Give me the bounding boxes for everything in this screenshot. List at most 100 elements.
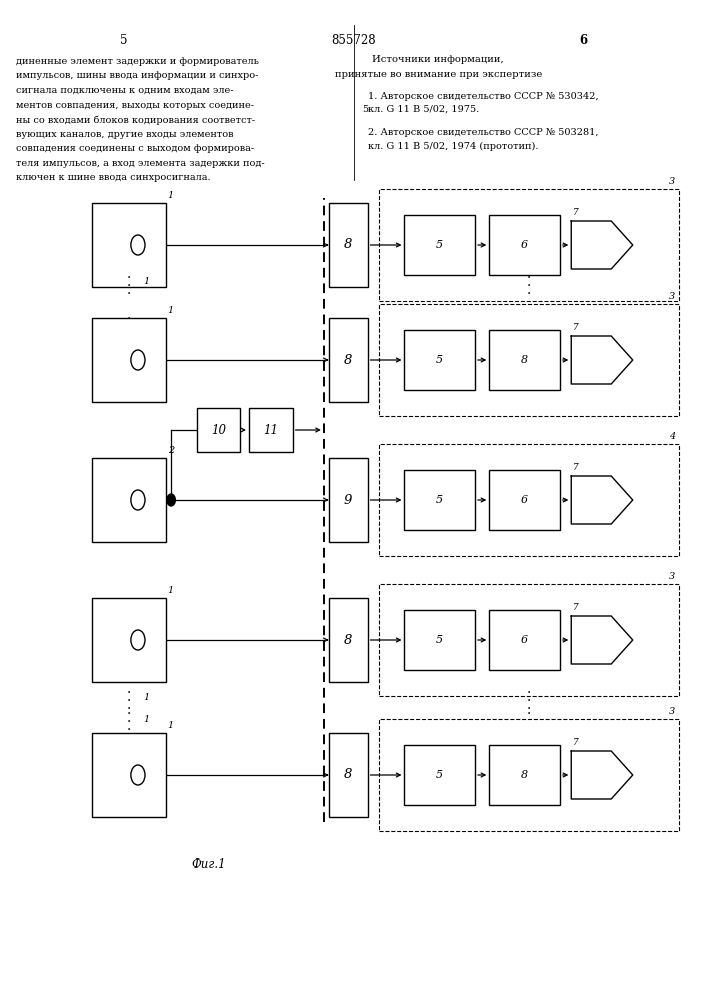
FancyBboxPatch shape — [404, 470, 475, 530]
Text: кл. G 11 В 5/02, 1975.: кл. G 11 В 5/02, 1975. — [368, 105, 479, 114]
Text: 2. Авторское свидетельство СССР № 503281,: 2. Авторское свидетельство СССР № 503281… — [368, 128, 598, 137]
FancyBboxPatch shape — [329, 458, 368, 542]
FancyBboxPatch shape — [197, 408, 240, 452]
Text: .: . — [127, 267, 132, 281]
FancyBboxPatch shape — [329, 203, 368, 287]
FancyBboxPatch shape — [379, 304, 679, 416]
FancyBboxPatch shape — [489, 610, 560, 670]
Text: 1: 1 — [168, 191, 174, 200]
Text: 5: 5 — [362, 105, 368, 114]
Text: 9: 9 — [344, 493, 352, 506]
Text: .: . — [127, 711, 132, 725]
Text: .: . — [527, 316, 531, 330]
Text: 7: 7 — [573, 738, 578, 747]
Text: 1. Авторское свидетельство СССР № 530342,: 1. Авторское свидетельство СССР № 530342… — [368, 92, 598, 101]
Text: Источники информации,: Источники информации, — [373, 55, 504, 64]
FancyBboxPatch shape — [329, 318, 368, 402]
Text: 1: 1 — [143, 716, 149, 724]
Text: .: . — [127, 316, 132, 330]
Text: 1: 1 — [143, 277, 149, 286]
Text: 5: 5 — [436, 240, 443, 250]
Text: 10: 10 — [211, 424, 226, 436]
Text: 8: 8 — [344, 238, 352, 251]
Text: 5: 5 — [436, 770, 443, 780]
Text: 1: 1 — [143, 692, 149, 702]
Text: 8: 8 — [344, 768, 352, 782]
Text: .: . — [127, 308, 132, 322]
Text: .: . — [127, 324, 132, 338]
Text: .: . — [127, 690, 132, 704]
Text: кл. G 11 В 5/02, 1974 (прототип).: кл. G 11 В 5/02, 1974 (прототип). — [368, 142, 538, 151]
Text: .: . — [527, 324, 531, 338]
Text: .: . — [127, 719, 132, 733]
FancyBboxPatch shape — [404, 745, 475, 805]
Text: 1: 1 — [168, 721, 174, 730]
FancyBboxPatch shape — [329, 733, 368, 817]
Text: 2: 2 — [168, 446, 174, 455]
FancyBboxPatch shape — [379, 189, 679, 301]
Text: ментов совпадения, выходы которых соедине-: ментов совпадения, выходы которых соедин… — [16, 101, 254, 109]
Polygon shape — [571, 751, 633, 799]
Text: 7: 7 — [573, 208, 578, 217]
Text: принятые во внимание при экспертизе: принятые во внимание при экспертизе — [334, 70, 542, 79]
Text: 7: 7 — [573, 603, 578, 612]
Text: 3: 3 — [669, 707, 675, 716]
Text: .: . — [527, 682, 531, 696]
Text: 8: 8 — [521, 355, 528, 365]
Text: .: . — [527, 308, 531, 322]
Text: .: . — [527, 275, 531, 289]
Text: 8: 8 — [344, 634, 352, 647]
Text: 3: 3 — [669, 177, 675, 186]
Text: 5: 5 — [436, 495, 443, 505]
Polygon shape — [571, 476, 633, 524]
FancyBboxPatch shape — [379, 719, 679, 831]
Text: 3: 3 — [669, 292, 675, 301]
FancyBboxPatch shape — [379, 444, 679, 556]
Text: 3: 3 — [669, 572, 675, 581]
Text: 855728: 855728 — [331, 33, 376, 46]
Text: .: . — [127, 682, 132, 696]
Text: теля импульсов, а вход элемента задержки под-: теля импульсов, а вход элемента задержки… — [16, 159, 264, 168]
Circle shape — [167, 494, 175, 506]
Text: 1: 1 — [168, 306, 174, 315]
Text: 5: 5 — [120, 33, 127, 46]
Text: 6: 6 — [521, 635, 528, 645]
Text: 8: 8 — [344, 354, 352, 366]
Text: сигнала подключены к одним входам эле-: сигнала подключены к одним входам эле- — [16, 86, 233, 95]
Text: Фиг.1: Фиг.1 — [192, 858, 226, 871]
FancyBboxPatch shape — [404, 215, 475, 275]
Text: .: . — [127, 703, 132, 717]
Text: импульсов, шины ввода информации и синхро-: импульсов, шины ввода информации и синхр… — [16, 72, 258, 81]
Text: 1: 1 — [168, 586, 174, 595]
FancyBboxPatch shape — [489, 215, 560, 275]
Text: диненные элемент задержки и формирователь: диненные элемент задержки и формировател… — [16, 57, 259, 66]
Text: ключен к шине ввода синхросигнала.: ключен к шине ввода синхросигнала. — [16, 173, 210, 182]
Text: 6: 6 — [579, 33, 588, 46]
FancyBboxPatch shape — [92, 203, 166, 287]
Text: 11: 11 — [263, 424, 279, 436]
FancyBboxPatch shape — [489, 470, 560, 530]
FancyBboxPatch shape — [92, 598, 166, 682]
Text: .: . — [127, 698, 132, 712]
Text: 6: 6 — [521, 240, 528, 250]
FancyBboxPatch shape — [92, 318, 166, 402]
Text: 6: 6 — [521, 495, 528, 505]
Text: .: . — [527, 267, 531, 281]
Text: .: . — [527, 698, 531, 712]
FancyBboxPatch shape — [92, 458, 166, 542]
Text: 8: 8 — [521, 770, 528, 780]
FancyBboxPatch shape — [329, 598, 368, 682]
Text: ны со входами блоков кодирования соответст-: ны со входами блоков кодирования соответ… — [16, 115, 255, 125]
Text: 5: 5 — [436, 355, 443, 365]
Polygon shape — [571, 221, 633, 269]
Text: 5: 5 — [436, 635, 443, 645]
Text: 7: 7 — [573, 323, 578, 332]
Text: .: . — [127, 275, 132, 289]
Text: .: . — [527, 703, 531, 717]
Text: 4: 4 — [669, 432, 675, 441]
FancyBboxPatch shape — [404, 610, 475, 670]
Text: совпадения соединены с выходом формирова-: совпадения соединены с выходом формирова… — [16, 144, 254, 153]
FancyBboxPatch shape — [489, 330, 560, 390]
FancyBboxPatch shape — [489, 745, 560, 805]
Text: .: . — [527, 711, 531, 725]
